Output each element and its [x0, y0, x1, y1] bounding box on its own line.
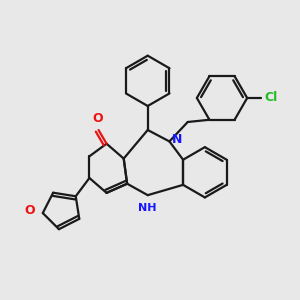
Text: O: O: [92, 112, 103, 125]
Text: O: O: [24, 204, 35, 217]
Text: NH: NH: [139, 203, 157, 213]
Text: N: N: [172, 133, 182, 146]
Text: Cl: Cl: [264, 92, 278, 104]
